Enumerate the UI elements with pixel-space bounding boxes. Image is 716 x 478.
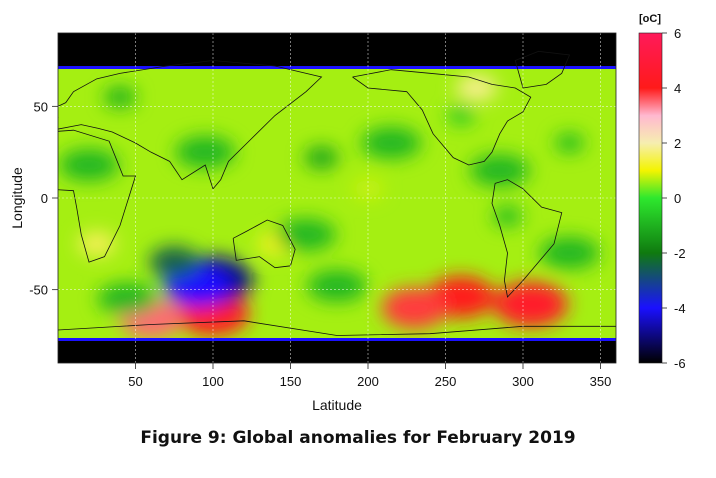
arctic-edge: [58, 66, 616, 69]
grid-lines: [58, 33, 616, 363]
colorbar-tick-label-5: -4: [674, 301, 686, 316]
colorbar-tick-label-1: 4: [674, 81, 681, 96]
coast-south-america: [491, 179, 563, 298]
plot-area: [58, 33, 616, 363]
cool-patch-5: [469, 154, 530, 187]
anomaly-region-8: [304, 146, 339, 169]
cool-patch-3: [361, 127, 422, 159]
x-tick-label-0: 50: [128, 374, 142, 389]
cool-patch-6: [97, 282, 158, 315]
anomaly-map-figure: 50 100 150 200 250 300 350 -50 0 50 Latitude Lon…: [9, 13, 686, 413]
x-tick-label-6: 350: [590, 374, 612, 389]
antarctic-edge: [58, 338, 616, 341]
colorbar-tick-label-4: -2: [674, 246, 686, 261]
anomaly-region-14: [353, 179, 383, 199]
coast-eurasia: [58, 60, 323, 190]
colorbar-tick-label-0: 6: [674, 26, 681, 41]
cool-patch-4: [539, 237, 600, 269]
x-axis: 50 100 150 200 250 300 350: [128, 363, 611, 389]
cool-patch-0: [59, 149, 119, 181]
anomaly-region-2: [381, 287, 448, 329]
colorbar-tick-label-3: 0: [674, 191, 681, 206]
x-axis-title: Latitude: [312, 397, 362, 413]
y-axis: -50 0 50: [29, 99, 58, 298]
cool-patch-1: [175, 136, 236, 169]
y-tick-label-0: -50: [29, 283, 48, 298]
colorbar-tick-label-2: 2: [674, 136, 681, 151]
anomaly-region-9: [104, 86, 136, 108]
antarctic-no-data: [58, 341, 616, 363]
colorbar-ticks: 6 4 2 0 -2 -4 -6: [662, 26, 686, 371]
coast-australia: [232, 219, 296, 269]
coast-north-america: [352, 69, 532, 166]
cool-patch-2: [276, 218, 336, 251]
anomaly-region-0: [493, 281, 568, 328]
y-axis-title: Longitude: [9, 167, 25, 229]
x-tick-label-1: 100: [202, 374, 224, 389]
anomaly-region-12: [492, 206, 523, 227]
anomaly-region-11: [447, 106, 475, 125]
y-tick-label-1: 0: [41, 191, 48, 206]
anomaly-region-16: [77, 231, 116, 257]
colorbar-unit: [oC]: [639, 13, 661, 25]
anomaly-region-13: [455, 74, 498, 102]
figure-caption: Figure 9: Global anomalies for February …: [140, 428, 576, 448]
colorbar-tick-label-6: -6: [674, 356, 686, 371]
x-tick-label-2: 150: [280, 374, 302, 389]
coast-africa: [58, 129, 137, 263]
x-tick-label-3: 200: [357, 374, 379, 389]
anomaly-region-7: [149, 246, 200, 278]
anomaly-region-10: [554, 133, 585, 153]
y-tick-label-2: 50: [34, 99, 48, 114]
colorbar: [oC] 6 4 2 0 -2 -4 -6: [638, 13, 686, 371]
x-tick-label-5: 300: [512, 374, 534, 389]
cool-patch-7: [307, 270, 367, 302]
colorbar-gradient: [638, 32, 663, 364]
arctic-no-data: [58, 33, 616, 66]
x-tick-label-4: 250: [435, 374, 457, 389]
coast-greenland: [514, 50, 571, 89]
